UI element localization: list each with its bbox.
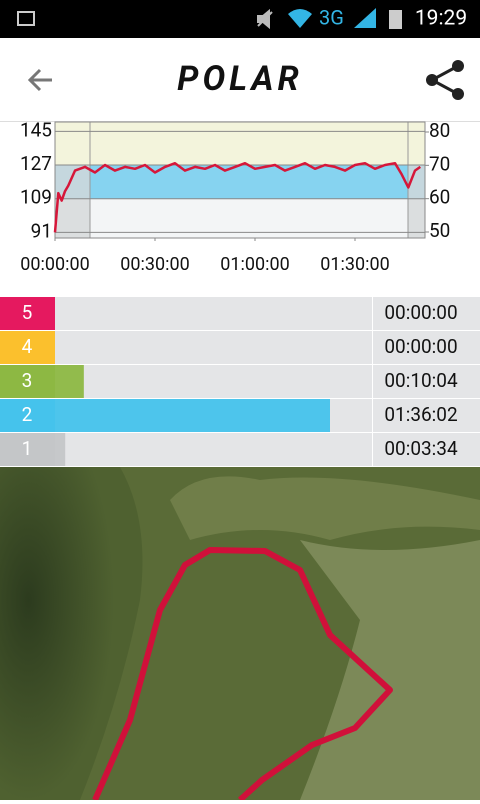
zone-time-cell	[373, 433, 480, 466]
zone-number: 1	[22, 437, 33, 460]
zone-label-box	[0, 331, 55, 364]
route	[92, 547, 393, 803]
zone-time-cell	[373, 331, 480, 364]
zone-time: 00:00:00	[384, 301, 457, 324]
zone-band	[55, 198, 425, 238]
back-button[interactable]	[27, 68, 52, 92]
y-tick-label: 145	[20, 118, 52, 141]
map-forest	[0, 467, 143, 800]
y-tick-label: 127	[20, 152, 52, 175]
logo: POLAR	[177, 59, 302, 99]
zone-time: 00:00:00	[384, 335, 457, 358]
wifi-icon	[288, 9, 312, 28]
zone-label-box	[0, 365, 55, 398]
y2-tick-label: 80	[429, 119, 450, 142]
zone-bar	[55, 365, 84, 398]
zone-number: 3	[22, 369, 33, 392]
share-button[interactable]	[426, 60, 464, 100]
plot-frame	[54, 121, 426, 239]
line	[53, 161, 422, 233]
zone-time-cell	[373, 297, 480, 330]
zone-number: 4	[22, 335, 33, 358]
y2-tick-label: 50	[429, 219, 450, 242]
signal-icon	[354, 8, 376, 28]
x-tick-label: 00:30:00	[120, 254, 189, 275]
mute-icon	[257, 8, 273, 30]
zone-time: 01:36:02	[384, 403, 457, 426]
zone-label-box	[0, 433, 55, 466]
zone-number: 2	[22, 403, 33, 426]
app-bar	[0, 38, 480, 122]
x-tick-label: 01:30:00	[320, 254, 389, 275]
battery-icon	[389, 10, 402, 29]
y2-tick-label: 60	[429, 186, 450, 209]
x-tick-label: 01:00:00	[220, 254, 289, 275]
excluded-area	[408, 165, 425, 238]
y-tick-label: 91	[31, 219, 52, 242]
clock: 19:29	[415, 7, 467, 31]
y-tick-label: 109	[20, 186, 52, 209]
zone-label-box	[0, 297, 55, 330]
zone-number: 5	[22, 301, 33, 324]
x-tick-label: 00:00:00	[20, 254, 89, 275]
zone-time-cell	[373, 399, 480, 432]
zone-label-box	[0, 399, 55, 432]
zone-bar	[55, 433, 66, 466]
zone-time-cell	[373, 365, 480, 398]
zone-band	[55, 122, 425, 166]
zone-bar	[55, 399, 330, 432]
status-bar	[0, 0, 480, 38]
zone-row	[0, 331, 372, 364]
network-type: 3G	[319, 5, 344, 29]
y2-tick-label: 70	[429, 152, 450, 175]
notification-icon	[17, 11, 35, 26]
zone-time: 00:10:04	[384, 369, 458, 392]
map-field	[170, 476, 480, 540]
zone-time: 00:03:34	[384, 437, 458, 460]
zone-band	[55, 165, 425, 199]
zone-row	[0, 297, 372, 330]
